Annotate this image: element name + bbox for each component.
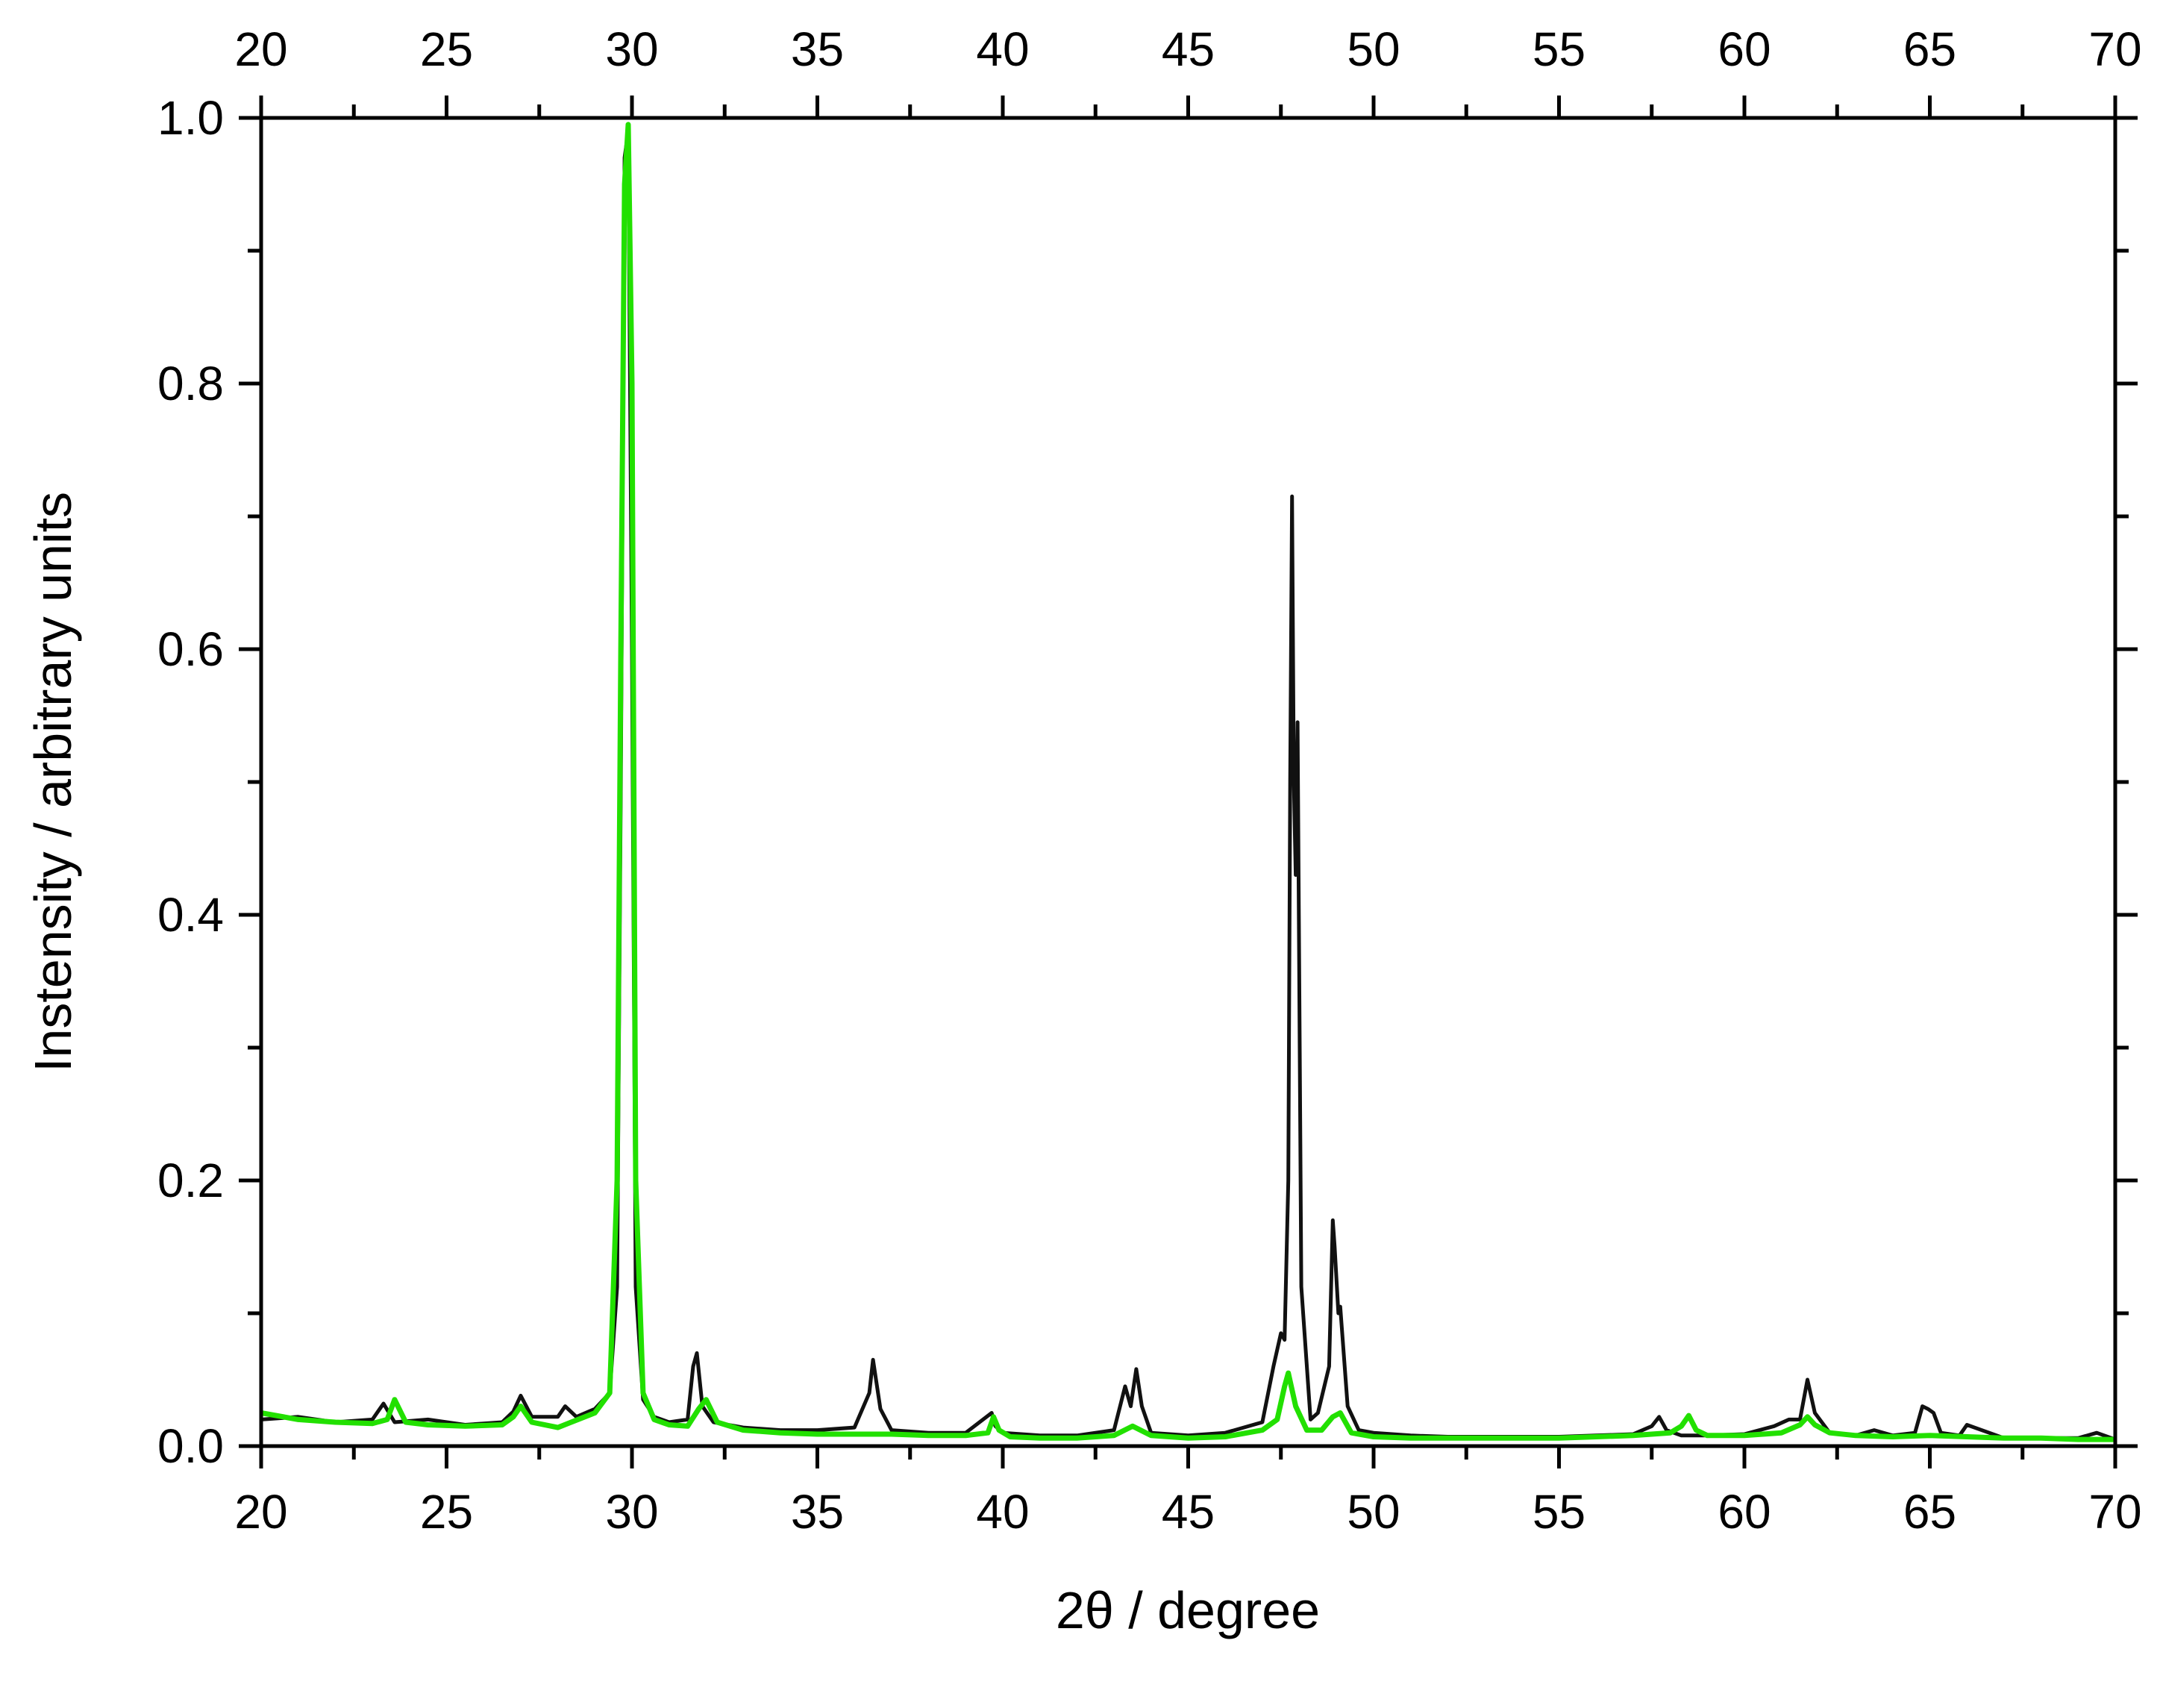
x-top-tick-label: 20 [234, 22, 287, 76]
x-top-tick-label: 70 [2088, 22, 2141, 76]
x-tick-label: 50 [1347, 1485, 1400, 1539]
y-tick-label: 0.2 [157, 1154, 224, 1207]
tick-layer: 20 20 25 25 30 30 35 35 40 40 45 45 50 50 55 55 60 60 65 65… [157, 22, 2142, 1539]
x-tick-label: 40 [976, 1485, 1029, 1539]
x-tick-label: 30 [605, 1485, 658, 1539]
x-top-tick-label: 40 [976, 22, 1029, 76]
plot-frame [259, 116, 2117, 1448]
x-top-tick-label: 35 [791, 22, 844, 76]
plot-layer [260, 122, 2116, 1442]
x-tick-label: 45 [1162, 1485, 1215, 1539]
x-tick-label: 20 [234, 1485, 287, 1539]
y-tick-label: 1.0 [157, 91, 224, 145]
x-top-tick-label: 25 [420, 22, 473, 76]
y-axis-title: Instensity / arbitrary units [24, 492, 82, 1072]
y-tick-label: 0.4 [157, 888, 224, 942]
x-tick-label: 65 [1903, 1485, 1956, 1539]
x-top-tick-label: 50 [1347, 22, 1400, 76]
x-tick-label: 35 [791, 1485, 844, 1539]
x-axis-title: 2θ / degree [1056, 1581, 1320, 1639]
x-tick-label: 55 [1533, 1485, 1585, 1539]
y-tick-label: 0.0 [157, 1419, 224, 1473]
x-top-tick-label: 30 [605, 22, 658, 76]
x-tick-label: 70 [2088, 1485, 2141, 1539]
x-top-tick-label: 65 [1903, 22, 1956, 76]
y-tick-label: 0.8 [157, 357, 224, 410]
x-tick-label: 25 [420, 1485, 473, 1539]
x-top-tick-label: 45 [1162, 22, 1215, 76]
x-top-tick-label: 60 [1718, 22, 1771, 76]
series-green-line [260, 122, 2115, 1442]
y-tick-label: 0.6 [157, 622, 224, 676]
x-top-tick-label: 55 [1533, 22, 1585, 76]
x-tick-label: 60 [1718, 1485, 1771, 1539]
series-black-line [260, 129, 2116, 1442]
